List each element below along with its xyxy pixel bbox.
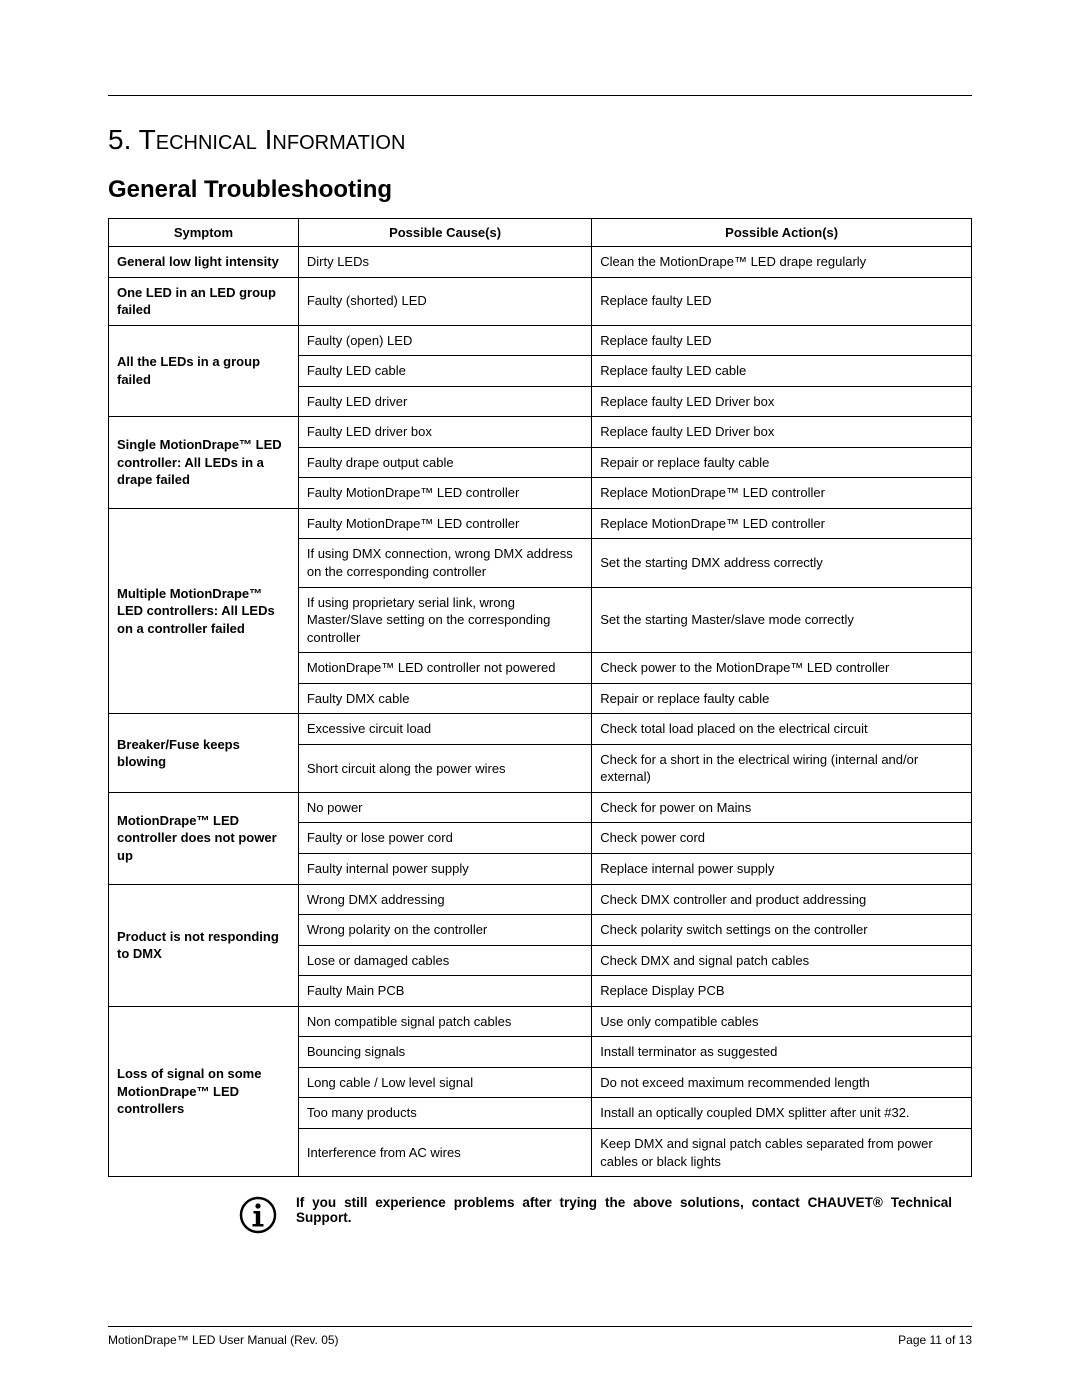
table-row: Loss of signal on some MotionDrape™ LED … <box>109 1006 972 1037</box>
action-cell: Do not exceed maximum recommended length <box>592 1067 972 1098</box>
action-cell: Use only compatible cables <box>592 1006 972 1037</box>
cause-cell: Faulty or lose power cord <box>298 823 591 854</box>
action-cell: Replace Display PCB <box>592 976 972 1007</box>
action-cell: Set the starting DMX address correctly <box>592 539 972 587</box>
table-body: General low light intensityDirty LEDsCle… <box>109 247 972 1177</box>
troubleshooting-table: Symptom Possible Cause(s) Possible Actio… <box>108 218 972 1177</box>
footer-right: Page 11 of 13 <box>898 1333 972 1347</box>
action-cell: Replace faulty LED cable <box>592 356 972 387</box>
cause-cell: Faulty MotionDrape™ LED controller <box>298 478 591 509</box>
symptom-cell: General low light intensity <box>109 247 299 278</box>
action-cell: Set the starting Master/slave mode corre… <box>592 587 972 653</box>
section-number: 5. <box>108 124 131 155</box>
cause-cell: Dirty LEDs <box>298 247 591 278</box>
symptom-cell: Breaker/Fuse keeps blowing <box>109 714 299 793</box>
action-cell: Replace faulty LED Driver box <box>592 386 972 417</box>
page-footer: MotionDrape™ LED User Manual (Rev. 05) P… <box>108 1326 972 1347</box>
table-row: Multiple MotionDrape™ LED controllers: A… <box>109 508 972 539</box>
cause-cell: Faulty internal power supply <box>298 854 591 885</box>
table-row: All the LEDs in a group failedFaulty (op… <box>109 325 972 356</box>
symptom-cell: Multiple MotionDrape™ LED controllers: A… <box>109 508 299 713</box>
action-cell: Replace faulty LED Driver box <box>592 417 972 448</box>
action-cell: Install an optically coupled DMX splitte… <box>592 1098 972 1129</box>
cause-cell: Short circuit along the power wires <box>298 744 591 792</box>
col-cause: Possible Cause(s) <box>298 219 591 247</box>
cause-cell: Lose or damaged cables <box>298 945 591 976</box>
section-title: 5. Technical Information <box>108 124 972 156</box>
action-cell: Check power cord <box>592 823 972 854</box>
cause-cell: Faulty (open) LED <box>298 325 591 356</box>
table-row: Product is not responding to DMXWrong DM… <box>109 884 972 915</box>
symptom-cell: Loss of signal on some MotionDrape™ LED … <box>109 1006 299 1176</box>
cause-cell: Too many products <box>298 1098 591 1129</box>
action-cell: Clean the MotionDrape™ LED drape regular… <box>592 247 972 278</box>
symptom-cell: MotionDrape™ LED controller does not pow… <box>109 792 299 884</box>
action-cell: Check for power on Mains <box>592 792 972 823</box>
symptom-cell: Product is not responding to DMX <box>109 884 299 1006</box>
cause-cell: Faulty drape output cable <box>298 447 591 478</box>
subsection-title: General Troubleshooting <box>108 176 972 204</box>
note-text: If you still experience problems after t… <box>296 1195 952 1225</box>
cause-cell: No power <box>298 792 591 823</box>
action-cell: Keep DMX and signal patch cables separat… <box>592 1128 972 1176</box>
action-cell: Replace internal power supply <box>592 854 972 885</box>
cause-cell: Wrong polarity on the controller <box>298 915 591 946</box>
action-cell: Install terminator as suggested <box>592 1037 972 1068</box>
action-cell: Replace faulty LED <box>592 277 972 325</box>
cause-cell: MotionDrape™ LED controller not powered <box>298 653 591 684</box>
action-cell: Check DMX and signal patch cables <box>592 945 972 976</box>
table-row: General low light intensityDirty LEDsCle… <box>109 247 972 278</box>
action-cell: Check DMX controller and product address… <box>592 884 972 915</box>
cause-cell: If using DMX connection, wrong DMX addre… <box>298 539 591 587</box>
cause-cell: Faulty LED cable <box>298 356 591 387</box>
note-block: If you still experience problems after t… <box>108 1195 972 1240</box>
footer-left: MotionDrape™ LED User Manual (Rev. 05) <box>108 1333 339 1347</box>
table-header: Symptom Possible Cause(s) Possible Actio… <box>109 219 972 247</box>
header-rule <box>108 95 972 96</box>
cause-cell: Faulty Main PCB <box>298 976 591 1007</box>
cause-cell: If using proprietary serial link, wrong … <box>298 587 591 653</box>
symptom-cell: One LED in an LED group failed <box>109 277 299 325</box>
cause-cell: Excessive circuit load <box>298 714 591 745</box>
action-cell: Repair or replace faulty cable <box>592 447 972 478</box>
cause-cell: Faulty MotionDrape™ LED controller <box>298 508 591 539</box>
action-cell: Replace MotionDrape™ LED controller <box>592 478 972 509</box>
cause-cell: Non compatible signal patch cables <box>298 1006 591 1037</box>
page-content: 5. Technical Information General Trouble… <box>0 0 1080 1240</box>
cause-cell: Faulty (shorted) LED <box>298 277 591 325</box>
action-cell: Check power to the MotionDrape™ LED cont… <box>592 653 972 684</box>
action-cell: Check total load placed on the electrica… <box>592 714 972 745</box>
symptom-cell: All the LEDs in a group failed <box>109 325 299 417</box>
action-cell: Check for a short in the electrical wiri… <box>592 744 972 792</box>
symptom-cell: Single MotionDrape™ LED controller: All … <box>109 417 299 509</box>
cause-cell: Faulty LED driver box <box>298 417 591 448</box>
info-icon <box>238 1195 282 1240</box>
table-row: Breaker/Fuse keeps blowingExcessive circ… <box>109 714 972 745</box>
action-cell: Check polarity switch settings on the co… <box>592 915 972 946</box>
cause-cell: Faulty DMX cable <box>298 683 591 714</box>
table-row: Single MotionDrape™ LED controller: All … <box>109 417 972 448</box>
cause-cell: Bouncing signals <box>298 1037 591 1068</box>
section-title-text: Technical Information <box>139 124 406 155</box>
col-action: Possible Action(s) <box>592 219 972 247</box>
action-cell: Replace faulty LED <box>592 325 972 356</box>
table-row: MotionDrape™ LED controller does not pow… <box>109 792 972 823</box>
cause-cell: Interference from AC wires <box>298 1128 591 1176</box>
col-symptom: Symptom <box>109 219 299 247</box>
cause-cell: Long cable / Low level signal <box>298 1067 591 1098</box>
table-row: One LED in an LED group failedFaulty (sh… <box>109 277 972 325</box>
cause-cell: Wrong DMX addressing <box>298 884 591 915</box>
action-cell: Repair or replace faulty cable <box>592 683 972 714</box>
action-cell: Replace MotionDrape™ LED controller <box>592 508 972 539</box>
cause-cell: Faulty LED driver <box>298 386 591 417</box>
